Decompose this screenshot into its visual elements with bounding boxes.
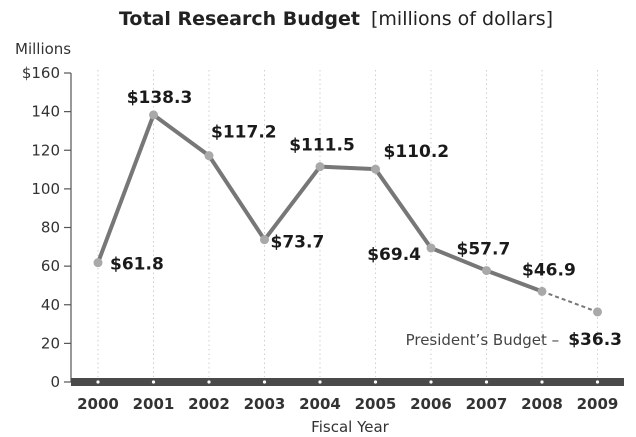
presidents-budget-annotation: President’s Budget – $36.3 (406, 330, 622, 350)
data-point-2005 (371, 164, 380, 174)
x-tick-dot-2001 (151, 380, 156, 384)
x-tick-dot-2007 (484, 380, 489, 384)
data-label-2004: $111.5 (289, 136, 355, 156)
data-label-2001: $138.3 (127, 88, 193, 108)
x-axis-bar (71, 378, 624, 386)
y-tick-label-60: 60 (41, 257, 60, 275)
x-tick-dot-2009 (595, 380, 600, 384)
x-tick-label-2008: 2008 (521, 395, 563, 413)
budget-series (93, 110, 602, 317)
x-tick-label-2009: 2009 (577, 395, 619, 413)
data-point-2006 (426, 243, 436, 253)
x-tick-dot-2008 (540, 380, 544, 384)
x-tick-dot-2006 (429, 380, 433, 384)
x-tick-dot-2000 (96, 380, 100, 384)
x-tick-dot-2005 (373, 380, 378, 384)
data-point-2009 (593, 307, 602, 317)
y-tick-label-20: 20 (41, 334, 60, 352)
y-tick-label-120: 120 (31, 141, 60, 159)
data-label-2005: $110.2 (384, 142, 450, 162)
x-tick-label-2001: 2001 (133, 395, 175, 413)
y-tick-label-80: 80 (41, 219, 60, 237)
x-axis-label: Fiscal Year (311, 418, 389, 436)
annotation-value: $36.3 (568, 330, 622, 350)
data-label-2000: $61.8 (110, 255, 164, 275)
chart-title-main: Total Research Budget (119, 8, 360, 30)
x-tick-label-2003: 2003 (244, 395, 286, 413)
data-point-2008 (537, 286, 547, 296)
data-point-2003 (260, 235, 269, 245)
data-labels: $61.8 $138.3 $117.2 $73.7 $111.5 $110.2 $69.4 $… (110, 88, 576, 281)
data-point-2001 (149, 110, 158, 120)
projection-line (541, 290, 598, 313)
x-tick-dot-2002 (207, 380, 211, 384)
data-label-2002: $117.2 (211, 123, 277, 143)
y-tick-label-140: 140 (31, 103, 60, 121)
data-point-2000 (93, 258, 103, 268)
y-tick-label-40: 40 (41, 296, 60, 314)
chart-title: Total Research Budget [millions of dolla… (119, 8, 553, 30)
x-tick-label-2005: 2005 (355, 395, 397, 413)
data-point-2007 (482, 266, 491, 276)
x-tick-label-2006: 2006 (410, 395, 452, 413)
x-tick-dot-2003 (262, 380, 267, 384)
axes: 0 20 40 60 80 100 120 140 $160 2000 2001 2002 2003 20… (22, 64, 624, 413)
data-label-2003: $73.7 (271, 233, 325, 253)
y-tick-label-160: $160 (22, 64, 60, 82)
grid-lines (97, 70, 598, 377)
x-tick-label-2004: 2004 (299, 395, 341, 413)
x-tick-label-2007: 2007 (466, 395, 508, 413)
y-tick-label-0: 0 (50, 373, 60, 391)
data-label-2006: $69.4 (367, 245, 421, 265)
x-tick-label-2002: 2002 (188, 395, 230, 413)
x-tick-dot-2004 (318, 380, 322, 384)
annotation-text: President’s Budget – (406, 331, 560, 349)
data-point-2002 (204, 151, 214, 161)
y-tick-label-100: 100 (31, 180, 60, 198)
chart-title-sub: [millions of dollars] (371, 8, 553, 30)
data-point-2004 (315, 162, 325, 172)
x-tick-label-2000: 2000 (77, 395, 119, 413)
y-axis-label: Millions (15, 40, 71, 58)
data-label-2007: $57.7 (457, 240, 511, 260)
data-label-2008: $46.9 (522, 260, 576, 280)
